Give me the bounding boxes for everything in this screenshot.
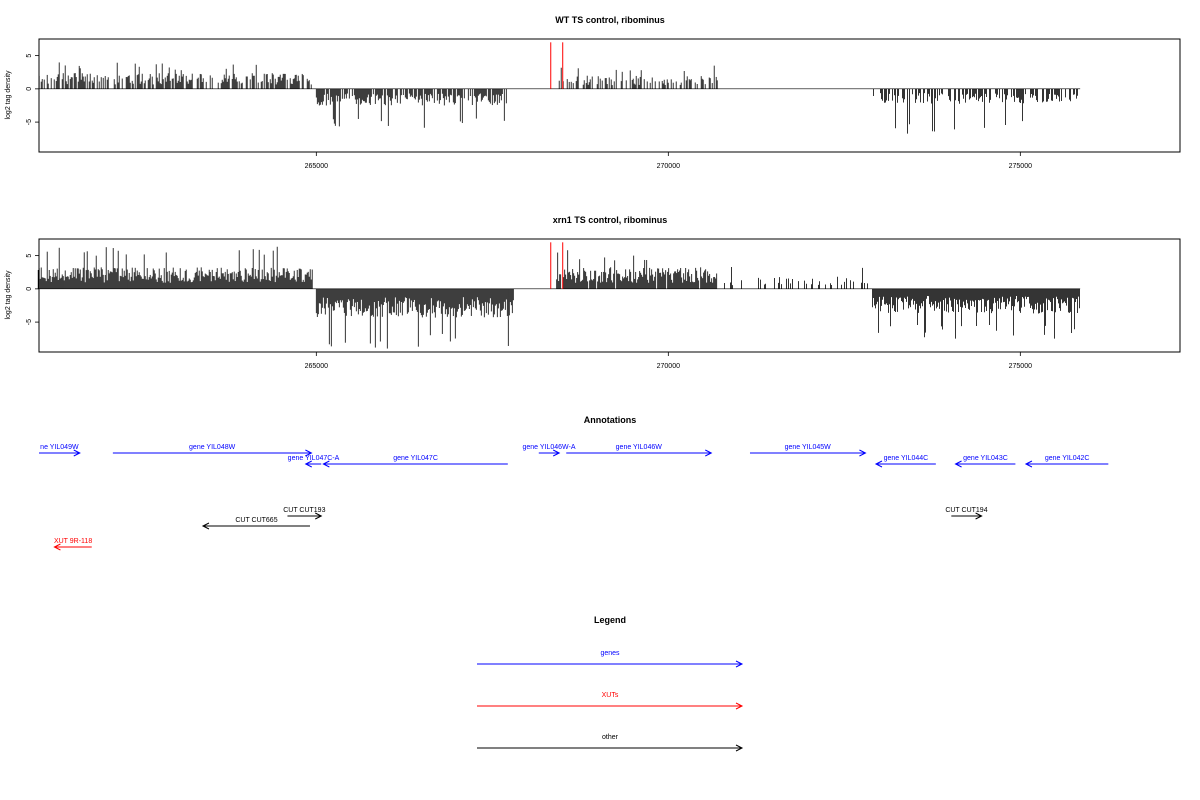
arrow-head (304, 460, 312, 468)
annotation-arrow: ne YIL049W (39, 444, 81, 457)
annotation-label: gene YIL046W-A (522, 444, 575, 451)
xrn1-y-axis: -5 0 5 (26, 254, 39, 325)
y-tick-label: 0 (26, 87, 33, 91)
wt-y-axis-label: log2 tag density (5, 70, 12, 120)
wt-plot-frame (38, 38, 1181, 153)
xrn1-coverage-bars (37, 246, 1081, 349)
y-tick-label: -5 (26, 119, 33, 125)
xrn1-y-axis-label: log2 tag density (5, 270, 12, 320)
legend-item: XUTs (477, 692, 744, 710)
wt-x-axis: 265000 270000 275000 (305, 152, 1032, 170)
x-tick-label: 270000 (657, 363, 680, 370)
arrow-head (975, 512, 983, 520)
annotation-arrow: gene YIL045W (749, 444, 867, 457)
annotation-label: gene YIL046W (616, 444, 663, 451)
xrn1-marker-lines (550, 242, 564, 289)
xrn1-coverage-panel: xrn1 TS control, ribominus -5 0 5 265000 27… (5, 215, 1181, 370)
annotation-arrow: gene YIL047C-A (288, 455, 340, 468)
arrow-head (954, 460, 962, 468)
arrow-head (53, 543, 61, 551)
arrow-head (735, 660, 744, 668)
annotation-arrow: gene YIL043C (954, 455, 1016, 468)
arrow-head (73, 449, 81, 457)
annotation-label: ne YIL049W (40, 444, 79, 451)
annotations-track: Annotations ne YIL049W gene YIL048W gene Y… (39, 415, 1109, 551)
annotation-features: ne YIL049W gene YIL048W gene YIL047C-A gene… (39, 444, 1109, 551)
y-tick-label: 0 (26, 287, 33, 291)
legend-items: genes XUTs other (477, 650, 744, 752)
arrow-head (735, 744, 744, 752)
x-tick-label: 265000 (305, 363, 328, 370)
annotation-label: gene YIL047C (393, 455, 438, 462)
annotation-label: CUT CUT194 (945, 507, 987, 514)
annotation-arrow: CUT CUT194 (945, 507, 988, 520)
legend-item-label: genes (600, 650, 620, 657)
annotation-arrow: gene YIL046W (566, 444, 713, 457)
legend-title: Legend (594, 615, 626, 625)
y-tick-label: 5 (26, 254, 33, 258)
annotation-label: CUT CUT665 (235, 517, 277, 524)
annotation-arrow: CUT CUT665 (201, 517, 310, 530)
wt-coverage-bars (38, 62, 1081, 134)
wt-y-axis: -5 0 5 (26, 54, 39, 125)
xrn1-plot-frame (38, 238, 1181, 353)
legend-item-label: other (602, 734, 619, 741)
arrow-head (735, 702, 744, 710)
legend-item: genes (477, 650, 744, 668)
arrow-head (322, 460, 330, 468)
arrow-head (305, 449, 313, 457)
wt-marker-lines (550, 42, 564, 89)
annotation-label: gene YIL043C (963, 455, 1008, 462)
annotation-label: CUT CUT193 (283, 507, 325, 514)
arrow-head (874, 460, 883, 468)
x-tick-label: 265000 (305, 163, 328, 170)
y-tick-label: -5 (26, 319, 33, 325)
legend-item-label: XUTs (602, 692, 619, 699)
annotation-arrow: XUT 9R-118 (53, 538, 92, 551)
xrn1-panel-title: xrn1 TS control, ribominus (553, 215, 668, 225)
annotation-label: gene YIL047C-A (288, 455, 340, 462)
arrow-head (315, 512, 323, 520)
annotation-arrow: gene YIL048W (112, 444, 313, 457)
annotation-arrow: CUT CUT193 (283, 507, 326, 520)
wt-panel-title: WT TS control, ribominus (555, 15, 665, 25)
arrow-head (1024, 460, 1033, 468)
annotation-label: gene YIL045W (785, 444, 832, 451)
xrn1-x-axis: 265000 270000 275000 (305, 352, 1032, 370)
annotations-title: Annotations (584, 415, 637, 425)
annotation-label: XUT 9R-118 (54, 538, 92, 545)
annotation-arrow: gene YIL044C (874, 455, 936, 468)
y-tick-label: 5 (26, 54, 33, 58)
annotation-arrow: gene YIL046W-A (522, 444, 576, 457)
annotation-label: gene YIL048W (189, 444, 236, 451)
wt-coverage-panel: WT TS control, ribominus -5 0 5 265000 2700… (5, 15, 1181, 170)
legend: Legend genes XUTs other (477, 615, 744, 752)
x-tick-label: 275000 (1009, 163, 1032, 170)
x-tick-label: 275000 (1009, 363, 1032, 370)
annotation-arrow: gene YIL047C (322, 455, 508, 468)
annotation-arrow: gene YIL042C (1024, 455, 1109, 468)
annotation-label: gene YIL044C (884, 455, 929, 462)
arrow-head (201, 522, 210, 530)
x-tick-label: 270000 (657, 163, 680, 170)
annotation-label: gene YIL042C (1045, 455, 1090, 462)
arrow-head (859, 449, 867, 457)
arrow-head (705, 449, 713, 457)
arrow-head (552, 449, 561, 457)
legend-item: other (477, 734, 744, 752)
